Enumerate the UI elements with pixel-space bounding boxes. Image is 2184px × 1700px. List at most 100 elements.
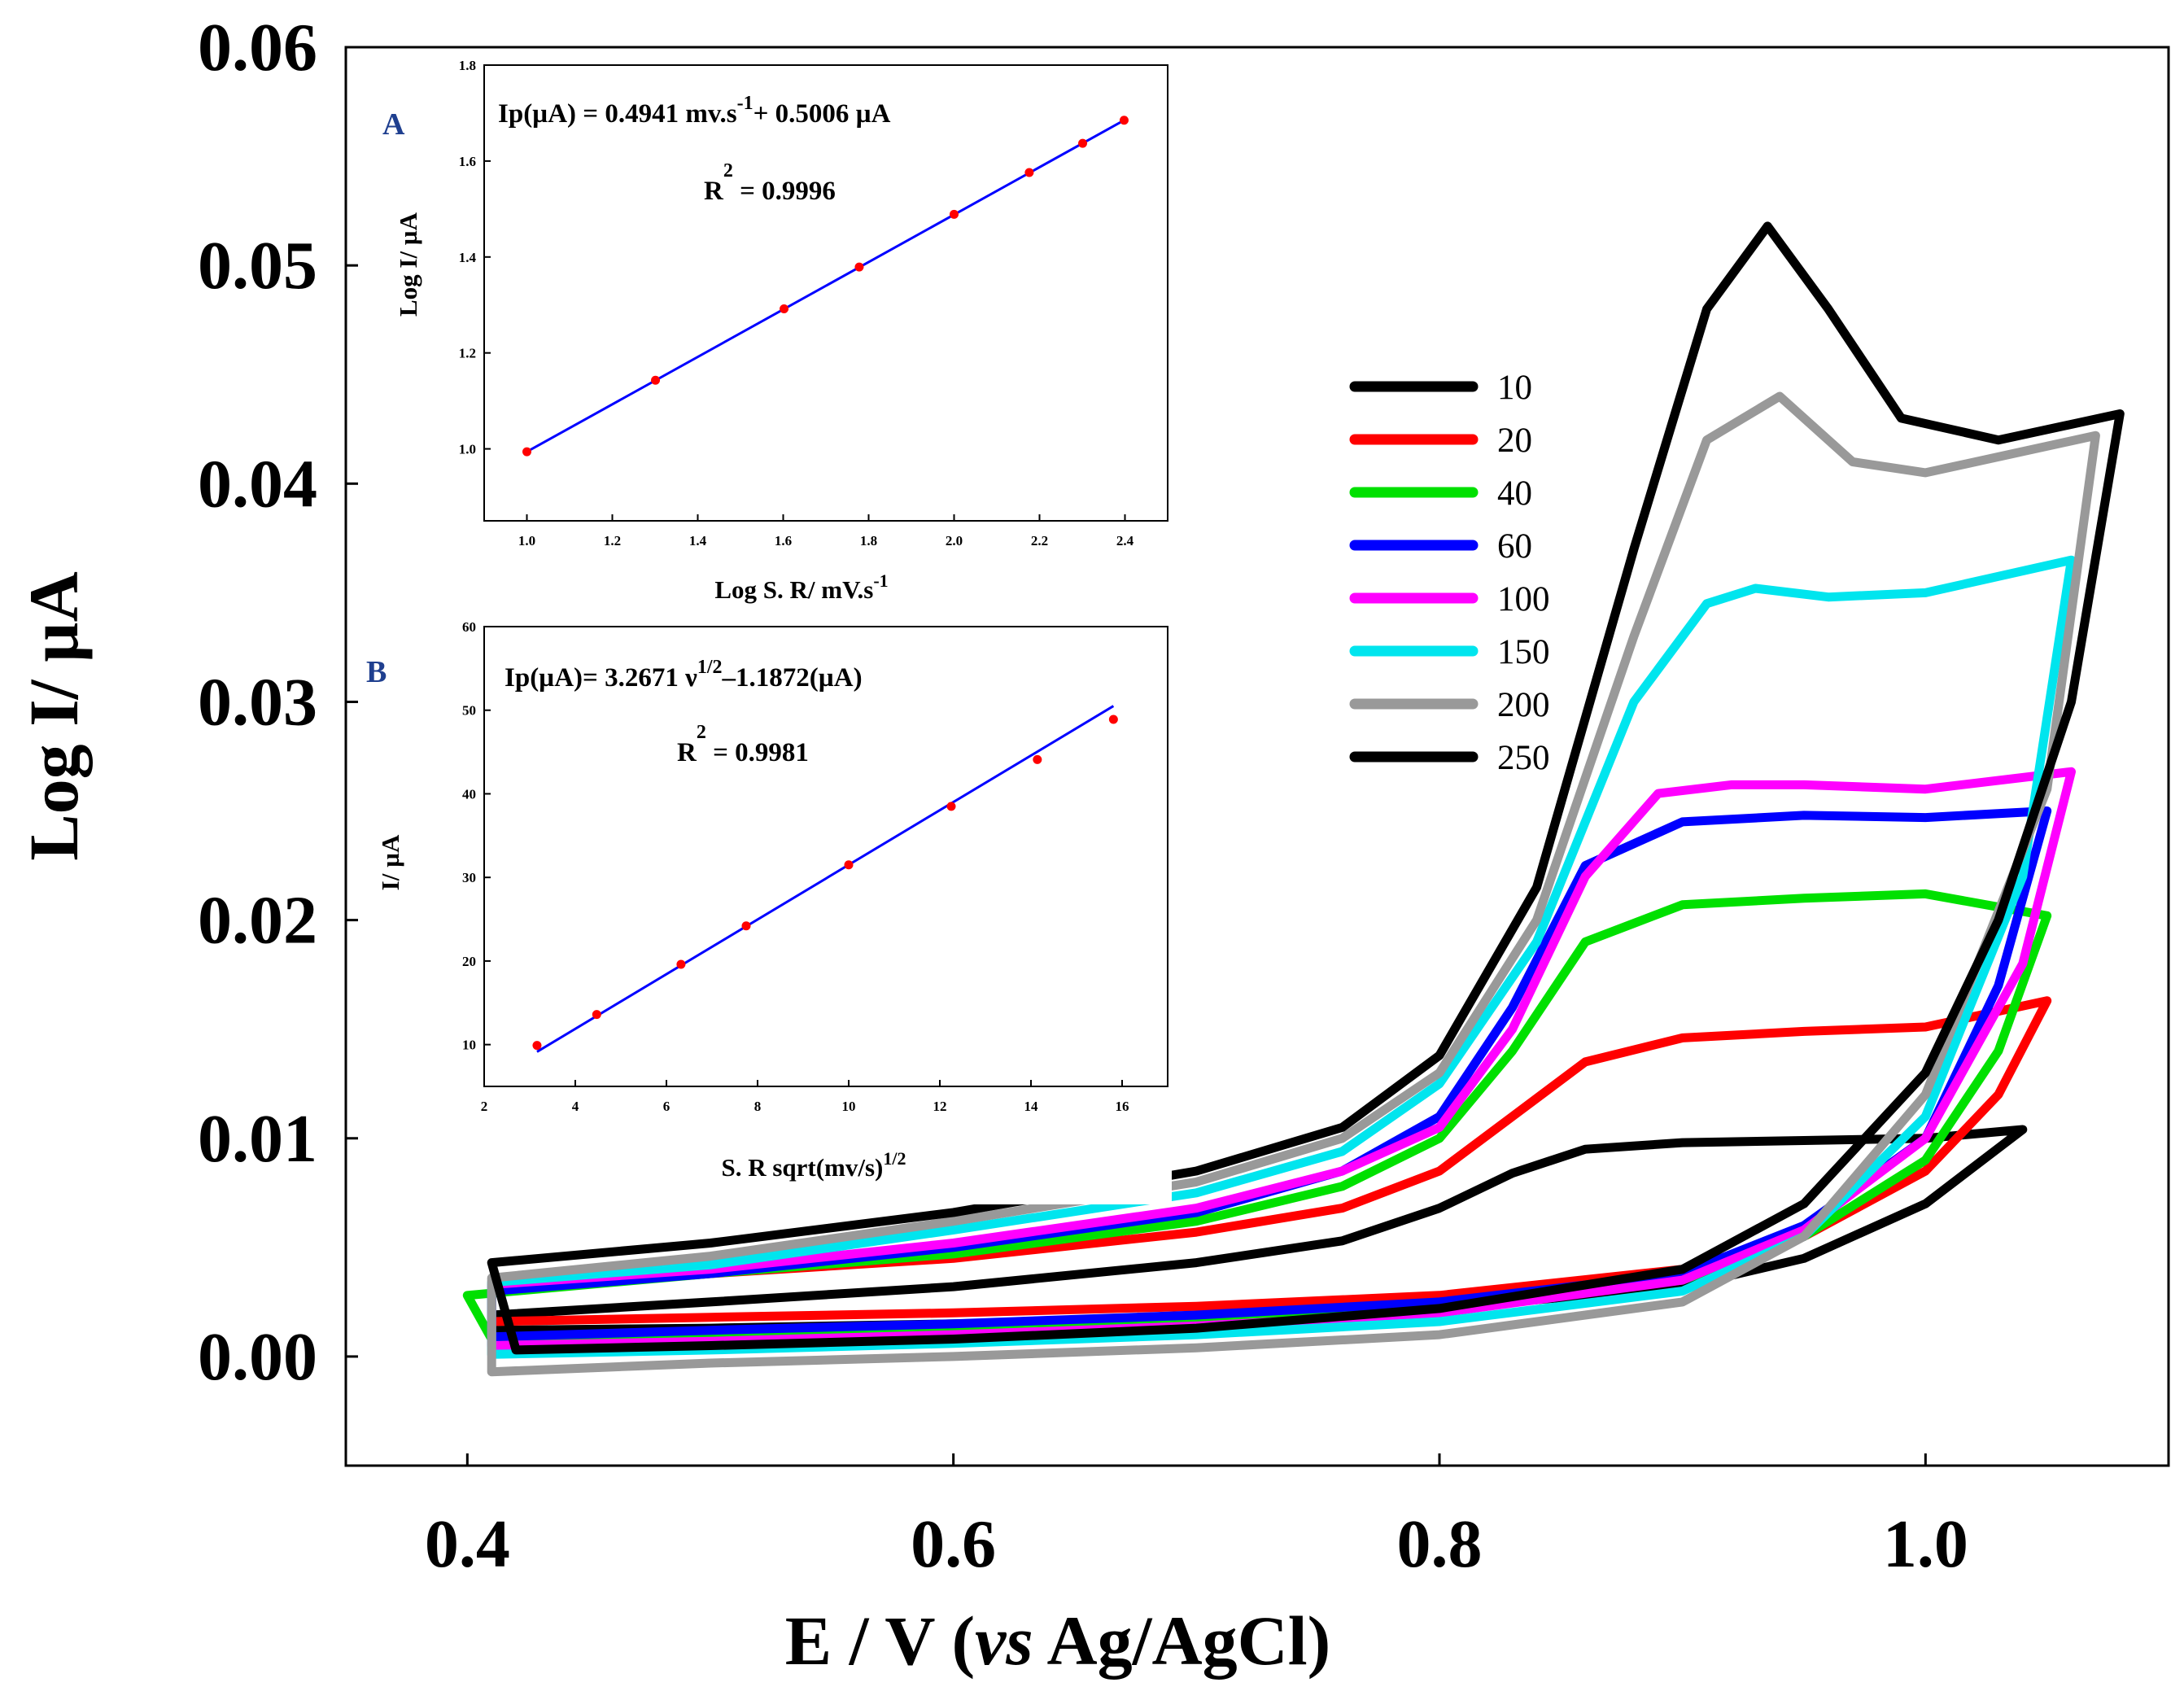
cv-curve-250	[487, 221, 2125, 1355]
inset-a-y-tick-label: 1.0	[459, 442, 476, 457]
main-y-tick-label: 0.03	[198, 664, 317, 740]
inset-a-x-tick-label: 2.2	[1031, 533, 1048, 548]
inset-a-x-tick-label: 2.4	[1116, 533, 1134, 548]
cv-curve-200	[487, 391, 2100, 1377]
inset-b-y-axis-label: I/ µA	[376, 834, 404, 890]
inset-a-y-tick-label: 1.6	[459, 154, 476, 169]
inset-a-x-tick-label: 1.8	[860, 533, 877, 548]
x-label-part-1: E / V (	[785, 1602, 975, 1680]
legend-label-20: 20	[1497, 422, 1532, 460]
inset-b-x-label-main: S. R sqrt(mv/s)	[721, 1153, 883, 1182]
legend-label-100: 100	[1497, 580, 1550, 618]
main-x-axis-ticks: 0.4 0.6 0.8 1.0	[425, 1453, 1968, 1582]
legend-label-250: 250	[1497, 739, 1550, 777]
inset-b-data-point	[532, 1041, 542, 1051]
legend-label-200: 200	[1497, 686, 1550, 724]
main-y-tick-label: 0.05	[198, 228, 317, 304]
eq-a-sup: -1	[737, 93, 753, 114]
inset-a-data-point	[950, 209, 959, 219]
inset-a-data-point	[522, 447, 531, 457]
inset-a-y-tick-label: 1.4	[459, 250, 477, 265]
inset-b-x-tick-label: 4	[572, 1099, 579, 1114]
inset-a-fit-line	[526, 118, 1126, 453]
inset-b-background	[362, 618, 1172, 1204]
inset-a-r2: R2 = 0.9996	[704, 160, 836, 206]
inset-b: 10 20 30 40 50 60 2 4 6 8 10 12 14 16 B Ip(µA)= 3.267…	[362, 618, 1172, 1204]
inset-a-content: 1.0 1.2 1.4 1.6 1.8 1.0 1.2 1.4 1.6 1.8 2.0 2.2 2.4	[459, 58, 1134, 548]
legend-label-150: 150	[1497, 633, 1550, 671]
cv-curve-150	[487, 555, 2076, 1359]
inset-a-x-label-sup: -1	[873, 570, 888, 591]
inset-b-x-tick-label: 6	[663, 1099, 670, 1114]
inset-a-x-tick-label: 1.6	[775, 533, 792, 548]
inset-a-x-tick-label: 1.4	[689, 533, 707, 548]
inset-a-x-label-main: Log S. R/ mV.s	[714, 575, 873, 604]
inset-b-data-point	[676, 959, 686, 969]
inset-a-x-axis-label: Log S. R/ mV.s-1	[714, 570, 888, 604]
inset-b-x-tick-label: 8	[754, 1099, 762, 1114]
inset-b-y-tick-label: 20	[462, 954, 476, 969]
eq-b-part-3: –1.1872(µA)	[722, 663, 863, 693]
inset-b-data-point	[844, 860, 854, 870]
r2-a-r: R	[704, 177, 724, 206]
main-y-tick-label: 0.06	[198, 10, 317, 85]
inset-a-letter: A	[382, 107, 405, 142]
inset-a-equation: Ip(µA) = 0.4941 mv.s-1+ 0.5006 µA	[498, 93, 891, 129]
inset-b-fit-line	[536, 705, 1115, 1053]
inset-a-data-point	[780, 304, 789, 313]
inset-b-x-label-sup: 1/2	[883, 1148, 906, 1169]
inset-b-equation: Ip(µA)= 3.2671 ν1/2–1.1872(µA)	[505, 657, 863, 693]
r2-a-value: = 0.9996	[733, 177, 836, 206]
inset-b-x-axis-label: S. R sqrt(mv/s)1/2	[721, 1148, 906, 1182]
eq-b-part-1: Ip(µA)= 3.2671 ν	[505, 663, 697, 693]
r2-b-sup: 2	[697, 722, 706, 743]
inset-b-content: 10 20 30 40 50 60 2 4 6 8 10 12 14 16	[462, 619, 1129, 1114]
inset-a-data-point	[1024, 168, 1034, 177]
inset-a-y-tick-label: 1.2	[459, 346, 476, 361]
x-label-part-2: vs	[975, 1602, 1033, 1680]
main-plot: 0.00 0.01 0.02 0.03 0.04 0.05 0.06 0.4 0.6 0.8 1.…	[15, 10, 2170, 1680]
main-y-tick-label: 0.04	[198, 446, 317, 522]
x-label-part-3: Ag/AgCl)	[1033, 1602, 1331, 1680]
inset-b-y-tick-label: 60	[462, 619, 476, 635]
main-x-tick-label: 1.0	[1883, 1506, 1968, 1582]
main-x-tick-label: 0.4	[425, 1506, 510, 1582]
main-x-tick-label: 0.8	[1397, 1506, 1483, 1582]
inset-b-data-point	[1033, 754, 1042, 764]
inset-b-y-tick-label: 10	[462, 1038, 476, 1053]
main-y-axis-label: Log I/ µA	[15, 571, 93, 860]
eq-b-sup: 1/2	[697, 657, 723, 678]
inset-b-data-point	[946, 802, 956, 811]
inset-a-data-point	[1119, 116, 1129, 125]
inset-b-y-tick-label: 40	[462, 786, 476, 802]
main-curves	[462, 221, 2125, 1377]
inset-a-x-tick-label: 2.0	[946, 533, 963, 548]
main-y-tick-label: 0.01	[198, 1101, 317, 1177]
inset-b-x-tick-label: 16	[1116, 1099, 1129, 1114]
inset-b-data-point	[592, 1010, 601, 1020]
inset-b-frame	[483, 626, 1168, 1087]
inset-b-letter: B	[366, 655, 387, 689]
main-y-axis-ticks: 0.00 0.01 0.02 0.03 0.04 0.05 0.06	[198, 10, 358, 1395]
inset-b-r2: R2 = 0.9981	[677, 722, 809, 767]
legend-label-40: 40	[1497, 474, 1532, 513]
legend-label-10: 10	[1497, 369, 1532, 407]
inset-a-frame	[483, 64, 1168, 522]
legend-label-60: 60	[1497, 527, 1532, 566]
main-y-tick-label: 0.02	[198, 883, 317, 959]
inset-a-data-point	[1078, 138, 1088, 148]
inset-a-x-tick-label: 1.2	[604, 533, 621, 548]
legend: 10 20 40 60 100 150 200 250	[1349, 369, 1550, 777]
inset-a: 1.01.21.41.61.81.0 1.2 1.4 1.6 1.8 2.0 2.2 2.4 …	[382, 53, 1172, 604]
eq-a-part-3: + 0.5006 µA	[753, 99, 891, 129]
inset-b-data-point	[741, 921, 751, 931]
inset-a-x-tick-label: 1.0	[518, 533, 535, 548]
inset-b-y-tick-label: 30	[462, 870, 476, 885]
inset-a-y-tick-label: 1.8	[459, 58, 476, 73]
r2-b-r: R	[677, 738, 697, 767]
inset-b-y-tick-label: 50	[462, 703, 476, 719]
r2-b-value: = 0.9981	[706, 738, 809, 767]
inset-a-data-point	[854, 262, 864, 272]
main-x-tick-label: 0.6	[911, 1506, 996, 1582]
eq-a-part-1: Ip(µA) = 0.4941 mv.s	[498, 99, 737, 129]
